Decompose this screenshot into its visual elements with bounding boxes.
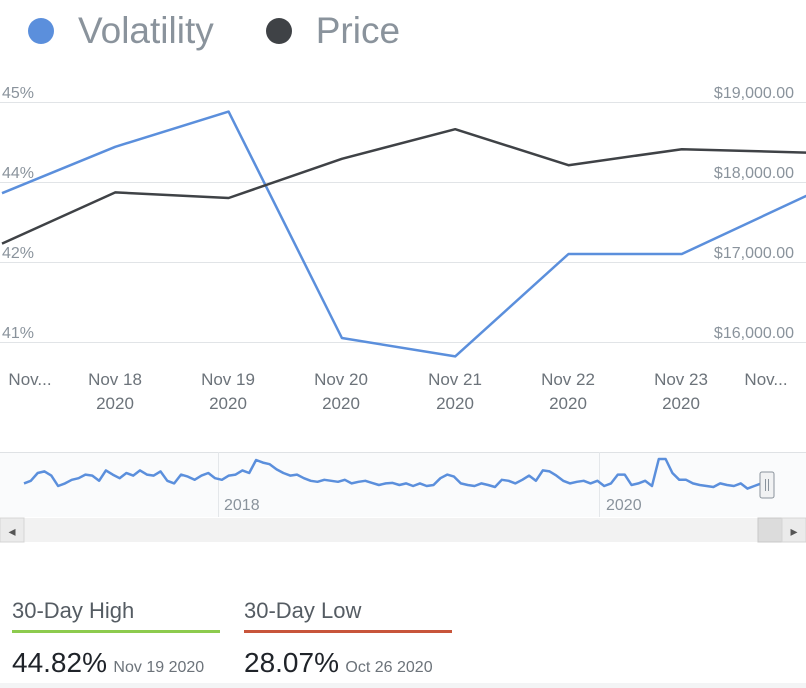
stat-30-day-high: 30-Day High 44.82% Nov 19 2020 bbox=[12, 598, 220, 679]
stat-low-value: 28.07% bbox=[244, 647, 339, 678]
navigator-range-handle bbox=[759, 471, 775, 499]
stat-low-date: Oct 26 2020 bbox=[345, 659, 433, 676]
stat-low-title: 30-Day Low bbox=[244, 598, 362, 623]
stat-high-title: 30-Day High bbox=[12, 598, 135, 623]
left-axis-tick-label: 44% bbox=[2, 165, 34, 182]
stat-high-date: Nov 19 2020 bbox=[113, 659, 205, 676]
series-line-volatility bbox=[1, 110, 806, 358]
legend-dot-volatility bbox=[28, 18, 54, 44]
legend-item-price[interactable]: Price bbox=[265, 10, 401, 52]
stat-high-underline bbox=[12, 630, 220, 633]
scrollbar-thumb bbox=[757, 517, 783, 543]
main-line-chart: 45% $19,000.00 44% $18,000.00 42% $17,000.00 4… bbox=[0, 85, 806, 413]
x-axis-tick-label: Nov... bbox=[8, 370, 51, 389]
legend-label-volatility: Volatility bbox=[78, 10, 214, 51]
x-axis-tick-label: Nov 18 2020 bbox=[88, 370, 142, 413]
series-line-price bbox=[1, 127, 806, 245]
right-axis-tick-label: $18,000.00 bbox=[714, 165, 794, 182]
legend-item-volatility[interactable]: Volatility bbox=[28, 10, 214, 52]
legend-label-price: Price bbox=[315, 10, 401, 51]
stat-low-underline bbox=[244, 630, 452, 633]
navigator-label-2020: 2020 bbox=[606, 497, 642, 514]
bottom-edge bbox=[0, 683, 806, 688]
right-axis-tick-label: $17,000.00 bbox=[714, 245, 794, 262]
scroll-right-icon: ▸ bbox=[790, 524, 797, 540]
x-axis-tick-label: Nov... bbox=[744, 370, 787, 389]
scroll-left-icon: ◂ bbox=[8, 524, 15, 540]
navigator-series-line bbox=[23, 457, 769, 490]
scroll-left-button bbox=[0, 517, 25, 543]
left-axis-tick-label: 41% bbox=[2, 325, 34, 342]
scroll-right-button bbox=[781, 517, 806, 543]
stat-high-value: 44.82% bbox=[12, 647, 107, 678]
right-axis-tick-label: $19,000.00 bbox=[714, 85, 794, 102]
x-axis-tick-label: Nov 19 2020 bbox=[201, 370, 255, 413]
navigator-chart[interactable]: 2018 2020 ◂ ▸ bbox=[0, 452, 806, 544]
scrollbar-track bbox=[0, 518, 806, 542]
stats-panel: 30-Day High 44.82% Nov 19 2020 30-Day Lo… bbox=[12, 598, 476, 679]
x-axis-tick-label: Nov 21 2020 bbox=[428, 370, 482, 413]
stat-30-day-low: 30-Day Low 28.07% Oct 26 2020 bbox=[244, 598, 452, 679]
chart-legend: Volatility Price bbox=[28, 10, 452, 52]
x-axis-tick-label: Nov 23 2020 bbox=[654, 370, 708, 413]
right-axis-tick-label: $16,000.00 bbox=[714, 325, 794, 342]
left-axis-tick-label: 45% bbox=[2, 85, 34, 102]
legend-dot-price bbox=[265, 18, 292, 44]
left-axis-tick-label: 42% bbox=[2, 245, 34, 262]
x-axis-tick-label: Nov 22 2020 bbox=[541, 370, 595, 413]
x-axis-tick-label: Nov 20 2020 bbox=[314, 370, 368, 413]
navigator-label-2018: 2018 bbox=[224, 497, 260, 514]
